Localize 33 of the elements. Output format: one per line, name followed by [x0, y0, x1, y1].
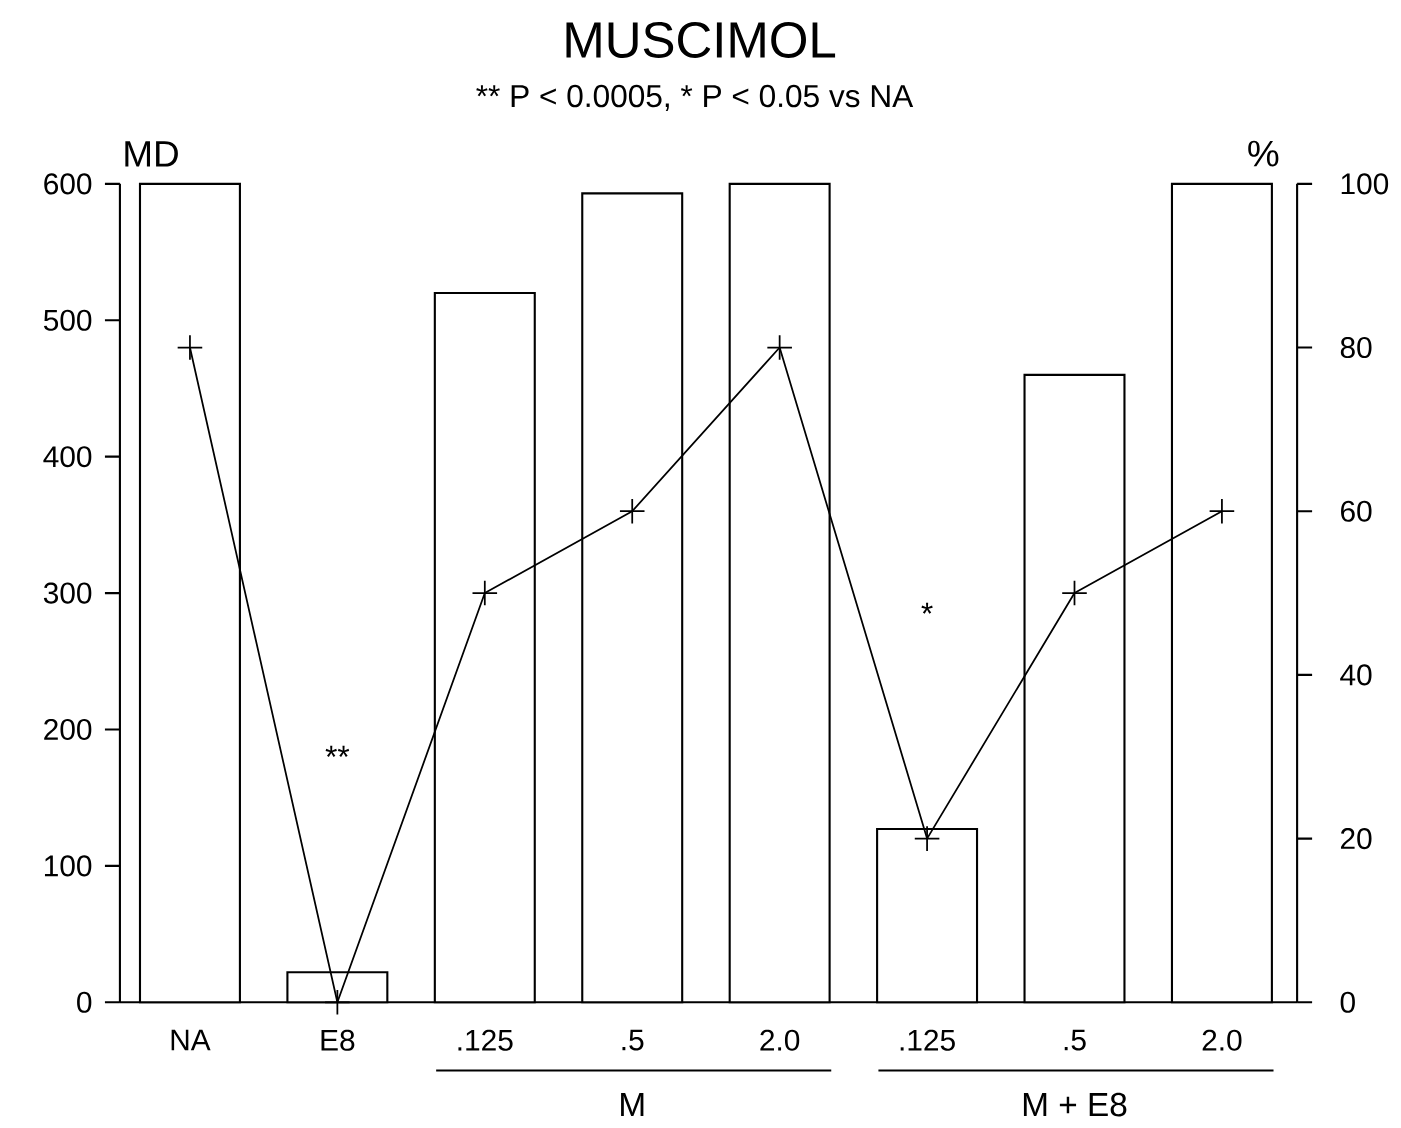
point	[619, 498, 645, 524]
y-axis-title: MD	[125, 141, 178, 167]
y-tick-label: 500	[43, 309, 92, 331]
y-tick-label: 300	[43, 582, 92, 604]
y2-tick-label: 0	[1340, 991, 1355, 1013]
point	[472, 580, 498, 606]
y2-axis-title: %	[1248, 140, 1279, 167]
y-tick-label: 0	[77, 991, 92, 1013]
y2-tick-label: 40	[1340, 664, 1372, 686]
point	[325, 989, 350, 1015]
x-tick-label: .5	[1064, 1029, 1086, 1051]
x-tick-label: 2.0	[1202, 1029, 1242, 1051]
x-tick-label: .125	[900, 1029, 955, 1051]
text: M + E8	[1023, 1092, 1127, 1117]
annotation: *	[921, 602, 933, 614]
y-tick-label: 600	[44, 173, 92, 195]
y2-tick-label: 80	[1340, 336, 1372, 359]
y-tick-label: 400	[43, 446, 92, 468]
x-tick-label: NA	[171, 1029, 211, 1051]
text: M	[621, 1093, 644, 1117]
y-tick-label: 100	[44, 855, 92, 877]
y-tick-label: 200	[44, 718, 92, 740]
x-tick-label: .5	[622, 1029, 644, 1051]
chart-subtitle: ** P < 0.0005, * P < 0.05 vs NA	[476, 84, 914, 111]
y2-tick-label: 20	[1340, 827, 1372, 850]
y2-tick-label: 100	[1341, 173, 1389, 195]
y2-tick-label: 60	[1341, 500, 1372, 522]
x-tick-label: E8	[321, 1029, 355, 1051]
x-tick-label: 2.0	[760, 1029, 800, 1051]
point	[1209, 498, 1235, 524]
annotation: **	[325, 745, 350, 757]
x-tick-label: .125	[458, 1029, 513, 1051]
chart-title: MUSCIMOL	[566, 21, 836, 58]
